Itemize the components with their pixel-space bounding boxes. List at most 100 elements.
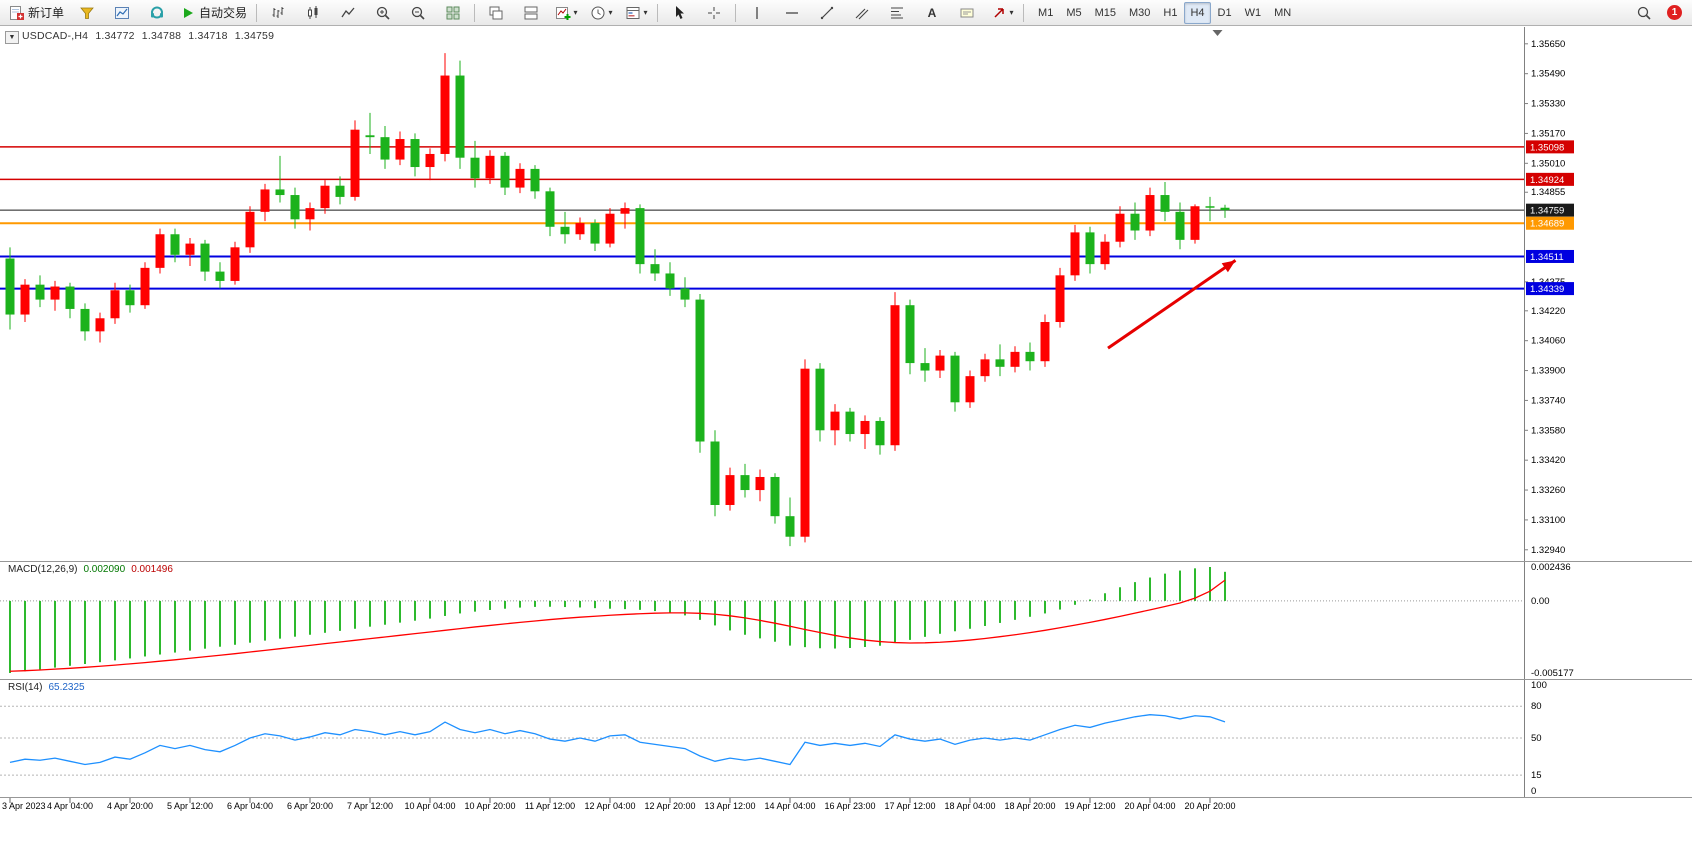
rsi-value: 65.2325 <box>48 682 85 693</box>
label-tool-button[interactable] <box>950 1 984 25</box>
price-axis-label: 1.34220 <box>1531 306 1565 317</box>
rsi-name: RSI(14) <box>8 682 43 693</box>
svg-text:1.35098: 1.35098 <box>1530 142 1564 153</box>
autotrading-button[interactable]: 自动交易 <box>175 1 252 25</box>
chart-shift-marker[interactable] <box>1212 30 1223 36</box>
time-axis-label: 10 Apr 04:00 <box>404 801 455 811</box>
price-tag-1.35098: 1.35098 <box>1526 140 1574 154</box>
time-axis-label: 4 Apr 04:00 <box>47 801 93 811</box>
svg-text:A: A <box>928 6 937 20</box>
candlestick-chart-button[interactable] <box>296 1 330 25</box>
cursor-button[interactable] <box>662 1 696 25</box>
timeframe-button-H4[interactable]: H4 <box>1184 1 1211 24</box>
svg-text:1.34759: 1.34759 <box>1530 206 1564 217</box>
price-axis-label: 1.32940 <box>1531 545 1565 556</box>
svg-text:1.34339: 1.34339 <box>1530 284 1564 295</box>
time-axis-label: 13 Apr 12:00 <box>704 801 755 811</box>
cascade-windows-button[interactable] <box>479 1 513 25</box>
arrows-tool-button[interactable]: ▾ <box>985 1 1019 25</box>
time-axis-label: 17 Apr 12:00 <box>884 801 935 811</box>
trend-arrow-object[interactable] <box>1107 259 1237 350</box>
timeframe-button-W1[interactable]: W1 <box>1244 6 1262 19</box>
tile-windows-button[interactable] <box>436 1 470 25</box>
tile-horizontal-button[interactable] <box>514 1 548 25</box>
crosshair-button[interactable] <box>697 1 731 25</box>
timeframe-button-H1[interactable]: H1 <box>1163 6 1178 19</box>
rsi-panel[interactable]: 100 80 50 15 0 <box>0 680 1547 797</box>
text-tool-button[interactable]: A <box>915 1 949 25</box>
rsi-axis-label: 100 <box>1531 680 1547 691</box>
time-axis-label: 18 Apr 20:00 <box>1004 801 1055 811</box>
svg-text:1.34511: 1.34511 <box>1530 252 1564 263</box>
time-axis-label: 18 Apr 04:00 <box>944 801 995 811</box>
headset-button[interactable] <box>140 1 174 25</box>
zoom-in-button[interactable] <box>366 1 400 25</box>
channel-tool-button[interactable] <box>845 1 879 25</box>
price-tag-1.34759: 1.34759 <box>1526 203 1574 217</box>
time-axis-label: 20 Apr 20:00 <box>1184 801 1235 811</box>
time-axis-label: 11 Apr 12:00 <box>525 801 575 811</box>
time-axis-label: 20 Apr 04:00 <box>1124 801 1175 811</box>
time-axis-border <box>0 797 1692 798</box>
fibonacci-tool-button[interactable] <box>880 1 914 25</box>
indicators-button[interactable]: ▾ <box>549 1 583 25</box>
vertical-line-tool-button[interactable] <box>740 1 774 25</box>
price-tag-1.34511: 1.34511 <box>1526 249 1574 263</box>
notification-badge[interactable]: 1 <box>1667 5 1682 20</box>
chart-area[interactable]: 1.35650 1.35490 1.35330 1.35170 1.35010 1.348… <box>0 27 1692 855</box>
timeframe-button-M1[interactable]: M1 <box>1038 6 1054 19</box>
chart-open-value: 1.34772 <box>95 30 135 42</box>
price-axis-label: 1.34855 <box>1531 187 1565 198</box>
time-axis-label: 4 Apr 20:00 <box>107 801 153 811</box>
fibonacci-icon <box>891 7 904 18</box>
candlesticks[interactable] <box>5 53 1230 547</box>
new-order-button[interactable]: 新订单 <box>4 1 69 25</box>
timeframe-button-MN[interactable]: MN <box>1274 6 1292 19</box>
toolbar-separator <box>1023 3 1025 22</box>
macd-signal-value: 0.001496 <box>131 564 173 575</box>
macd-panel[interactable]: 0.002436 0.00 -0.005177 <box>0 562 1574 679</box>
horizontal-line-objects[interactable] <box>0 146 1524 290</box>
line-chart-icon <box>341 7 355 17</box>
rsi-axis-label: 0 <box>1531 786 1536 797</box>
horizontal-line-tool-button[interactable] <box>775 1 809 25</box>
horizontal-line-icon <box>786 11 799 14</box>
time-axis-label: 19 Apr 12:00 <box>1064 801 1115 811</box>
search-button[interactable] <box>1627 1 1661 25</box>
chart-window-button[interactable] <box>105 1 139 25</box>
price-axis-label: 1.35650 <box>1531 39 1565 50</box>
periods-button[interactable]: ▾ <box>584 1 618 25</box>
timeframe-button-M15[interactable]: M15 <box>1094 6 1116 19</box>
autotrading-play-icon <box>184 7 194 18</box>
price-tag-1.34339: 1.34339 <box>1526 282 1574 296</box>
toolbar: 新订单 自动交易 <box>0 0 1692 26</box>
equidistant-channel-icon <box>855 8 869 19</box>
time-axis-label: 7 Apr 12:00 <box>347 801 393 811</box>
timeframe-button-M30[interactable]: M30 <box>1129 6 1151 19</box>
zoom-out-icon <box>411 6 425 20</box>
price-axis-label: 1.33100 <box>1531 515 1565 526</box>
funnel-button[interactable] <box>70 1 104 25</box>
chart-window-icon <box>115 6 130 19</box>
label-icon <box>960 8 974 17</box>
time-axis[interactable]: 3 Apr 2023 4 Apr 04:00 4 Apr 20:00 5 Apr 12… <box>2 797 1236 811</box>
svg-text:1.34689: 1.34689 <box>1530 219 1564 230</box>
chart-title: USDCAD-,H4 1.34772 1.34788 1.34718 1.347… <box>22 30 278 42</box>
macd-axis-label: -0.005177 <box>1531 668 1574 679</box>
templates-button[interactable]: ▾ <box>619 1 653 25</box>
price-axis[interactable]: 1.35650 1.35490 1.35330 1.35170 1.35010 1.348… <box>1524 27 1574 797</box>
timeframe-button-M5[interactable]: M5 <box>1066 6 1082 19</box>
trendline-tool-button[interactable] <box>810 1 844 25</box>
one-click-trading-toggle[interactable]: ▼ <box>5 31 19 44</box>
panel-splitter-rsi[interactable] <box>0 679 1692 680</box>
svg-text:1.34924: 1.34924 <box>1530 175 1564 186</box>
zoom-out-button[interactable] <box>401 1 435 25</box>
bar-chart-button[interactable] <box>261 1 295 25</box>
zoom-in-icon <box>376 6 390 20</box>
time-axis-label: 6 Apr 04:00 <box>227 801 273 811</box>
tile-windows-icon <box>446 6 460 19</box>
panel-splitter-macd[interactable] <box>0 561 1692 562</box>
line-chart-button[interactable] <box>331 1 365 25</box>
time-axis-label: 10 Apr 20:00 <box>464 801 515 811</box>
timeframe-button-D1[interactable]: D1 <box>1217 6 1232 19</box>
